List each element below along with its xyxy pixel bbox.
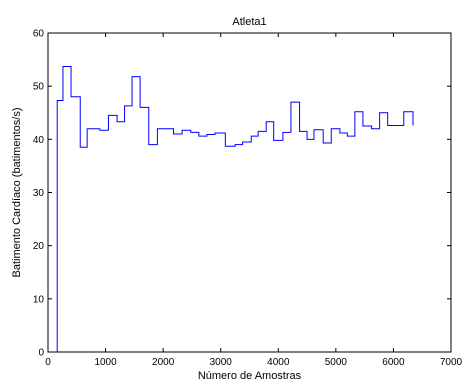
plot-area xyxy=(47,32,452,353)
series-line xyxy=(56,66,414,352)
chart-title: Atleta1 xyxy=(232,16,266,28)
series-layer xyxy=(56,66,414,352)
x-tick-label: 7000 xyxy=(440,357,463,368)
y-tick-label: 10 xyxy=(33,294,45,305)
x-tick-label: 2000 xyxy=(152,357,175,368)
x-axis-label: Número de Amostras xyxy=(198,370,302,382)
x-tick-label: 4000 xyxy=(267,357,290,368)
y-tick-label: 20 xyxy=(33,241,45,252)
x-tick-label: 3000 xyxy=(210,357,233,368)
y-tick-label: 40 xyxy=(33,135,45,146)
y-tick-label: 0 xyxy=(38,348,44,359)
x-tick-label: 6000 xyxy=(382,357,405,368)
x-tick-label: 1000 xyxy=(94,357,117,368)
y-axis-label: Batimento Cardíaco (batimentos/s) xyxy=(11,108,23,278)
y-tick-label: 50 xyxy=(33,82,45,93)
y-tick-label: 60 xyxy=(33,29,45,40)
x-tick-label: 5000 xyxy=(325,357,348,368)
axes-box xyxy=(47,32,452,353)
y-tick-label: 30 xyxy=(33,188,45,199)
x-tick-label: 0 xyxy=(45,357,51,368)
axis-ticks: 0 1000 2000 3000 4000 5000 6000 7000 0 10 20 30 40 50… xyxy=(33,29,463,369)
